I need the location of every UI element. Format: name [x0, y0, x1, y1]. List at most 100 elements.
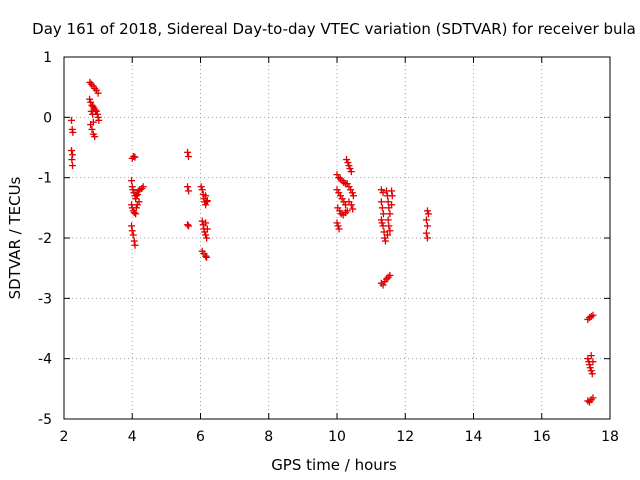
x-tick-label: 2 — [60, 429, 69, 445]
data-point — [94, 89, 102, 97]
data-point — [587, 367, 595, 375]
data-point — [388, 192, 396, 200]
data-point — [87, 107, 95, 115]
data-point — [343, 156, 351, 164]
data-point — [379, 210, 387, 218]
data-point — [422, 229, 430, 237]
data-point — [378, 204, 386, 212]
data-point — [203, 197, 211, 205]
data-point — [184, 148, 192, 156]
data-point — [386, 227, 394, 235]
data-point — [69, 162, 77, 170]
data-point — [349, 205, 357, 213]
data-point — [377, 216, 385, 224]
data-point — [133, 191, 141, 199]
data-point — [131, 241, 139, 249]
data-point — [132, 192, 140, 200]
data-point — [87, 98, 95, 106]
data-point — [184, 183, 192, 191]
data-point — [128, 183, 136, 191]
plot-frame — [63, 56, 611, 420]
y-tick-label: -2 — [38, 231, 52, 247]
y-tick-label: 1 — [43, 50, 52, 66]
data-point — [86, 95, 94, 103]
data-point — [203, 198, 211, 206]
data-point — [333, 219, 341, 227]
data-point — [130, 209, 138, 217]
data-point — [130, 237, 138, 245]
x-axis-title: GPS time / hours — [271, 456, 397, 474]
data-point — [88, 125, 96, 133]
data-point — [384, 231, 392, 239]
data-point — [336, 207, 344, 215]
data-point — [69, 151, 77, 159]
data-point — [385, 222, 393, 230]
x-tick-label: 6 — [196, 429, 205, 445]
data-point — [344, 159, 352, 167]
data-point — [424, 210, 432, 218]
data-point — [197, 183, 205, 191]
x-tick-label: 12 — [396, 429, 414, 445]
axis-ticks: 2 4 6 8 10 12 14 16 18 -5 -4 -3 -2 -1 0 1 — [38, 50, 619, 445]
data-point — [388, 201, 396, 209]
data-point — [132, 204, 140, 212]
data-point — [68, 147, 76, 155]
chart-title: Day 161 of 2018, Sidereal Day-to-day VTE… — [32, 20, 636, 38]
data-point — [69, 128, 77, 136]
data-point — [185, 187, 193, 195]
data-point — [349, 192, 357, 200]
data-point — [589, 394, 597, 402]
data-point — [422, 216, 430, 224]
data-point — [203, 225, 211, 233]
data-point — [381, 237, 389, 245]
data-point — [587, 352, 595, 360]
data-point — [89, 110, 97, 118]
x-tick-label: 4 — [128, 429, 137, 445]
data-point — [379, 281, 387, 289]
data-point — [68, 125, 76, 133]
data-point — [185, 222, 193, 230]
x-tick-label: 10 — [328, 429, 346, 445]
data-point — [135, 198, 143, 206]
data-point — [423, 234, 431, 242]
data-point — [335, 225, 343, 233]
y-tick-label: -4 — [38, 352, 52, 368]
data-point — [202, 231, 210, 239]
data-point — [589, 358, 597, 366]
data-point — [68, 156, 76, 164]
data-point — [384, 216, 392, 224]
data-points — [68, 78, 597, 406]
data-point — [588, 370, 596, 378]
data-point — [203, 234, 211, 242]
data-point — [386, 271, 394, 279]
y-tick-label: -1 — [38, 171, 52, 187]
data-point — [347, 168, 355, 176]
data-point — [129, 186, 137, 194]
data-point — [202, 192, 210, 200]
data-point — [131, 153, 139, 161]
data-point — [586, 361, 594, 369]
data-point — [202, 252, 210, 260]
data-point — [139, 183, 147, 191]
data-point — [584, 355, 592, 363]
data-point — [128, 227, 136, 235]
data-point — [91, 106, 99, 114]
data-point — [378, 219, 386, 227]
y-tick-label: -3 — [38, 291, 52, 307]
x-tick-label: 8 — [264, 429, 273, 445]
data-point — [94, 113, 102, 121]
y-tick-label: -5 — [38, 412, 52, 428]
y-axis-title: SDTVAR / TECUs — [6, 176, 24, 299]
x-tick-label: 18 — [601, 429, 619, 445]
data-point — [388, 187, 396, 195]
data-point — [68, 116, 76, 124]
data-point — [95, 116, 103, 124]
data-point — [203, 253, 211, 261]
data-point — [91, 133, 99, 141]
data-point — [380, 228, 388, 236]
data-point — [348, 189, 356, 197]
data-point — [334, 222, 342, 230]
data-point — [347, 201, 355, 209]
data-point — [132, 210, 140, 218]
